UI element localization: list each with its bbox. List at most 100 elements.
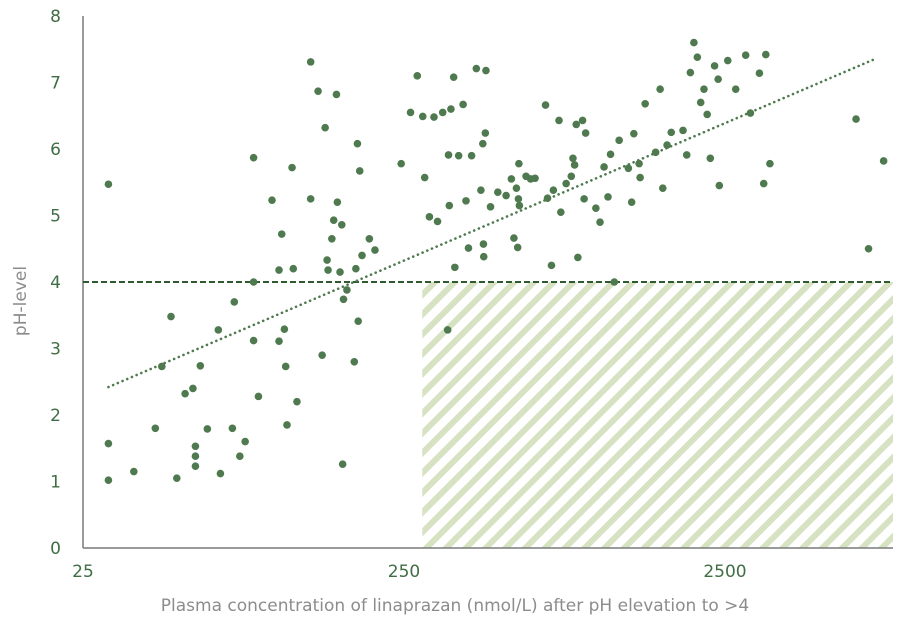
data-point [228,424,237,433]
data-point [181,389,189,398]
data-point [703,110,711,119]
data-point [454,151,463,160]
data-point [306,195,315,203]
data-point [479,240,488,248]
data-point [173,474,181,482]
data-point [283,421,291,429]
data-point [578,116,587,125]
tick-labels-layer: 0 1 2 3 4 5 6 7 8 25 250 2500 [50,7,746,582]
data-point [706,154,715,163]
data-point [406,108,415,117]
data-point [479,252,488,261]
data-point [318,351,326,359]
data-point [507,175,516,183]
data-point [158,362,166,371]
data-point [627,198,636,206]
data-point [479,139,487,148]
data-point [191,452,200,461]
points-layer [104,38,888,484]
data-point [714,75,722,83]
data-point [249,336,258,345]
data-point [658,184,667,193]
data-point [852,115,860,123]
data-point [610,278,619,286]
data-point [451,263,459,272]
data-point [467,151,476,160]
data-point [635,159,643,168]
data-point [547,261,556,270]
data-point [667,128,676,137]
data-point [189,384,197,393]
data-point [514,195,523,203]
data-point [569,154,577,163]
data-point [254,392,263,401]
data-point [280,325,289,334]
data-point [606,150,615,159]
data-point [864,244,873,253]
data-point [339,295,348,304]
data-point [332,90,341,99]
data-point [515,159,523,168]
data-point [324,266,332,274]
data-point [879,157,888,165]
data-point [510,234,518,242]
data-point [354,317,363,326]
data-point [343,286,351,294]
data-point [281,362,290,371]
data-point [755,69,764,77]
y-tick-label: 7 [50,74,61,94]
data-point [314,87,322,95]
data-point [570,161,579,169]
data-point [741,51,750,60]
data-point [268,196,276,205]
data-point [277,230,286,238]
data-point [323,256,331,264]
data-point [515,201,524,210]
data-point [581,129,590,137]
data-point [690,38,698,47]
data-point [723,56,732,65]
data-point [203,425,212,433]
data-point [615,136,623,145]
data-point [762,50,770,59]
data-point [562,179,570,188]
data-point [249,278,258,286]
data-point [418,112,427,121]
data-point [700,85,708,93]
data-point [371,246,379,254]
data-point [333,198,342,206]
data-point [481,129,490,137]
data-point [447,105,455,113]
data-point [656,85,664,93]
data-point [289,264,298,273]
data-point [482,66,490,75]
data-point [731,85,740,93]
data-point [549,186,558,195]
data-point [191,462,200,471]
data-point [306,58,315,66]
data-point [216,469,225,478]
data-point [459,100,467,109]
data-point [679,126,687,135]
data-point [230,298,239,306]
data-point [486,203,495,211]
y-tick-label: 5 [50,207,61,227]
data-point [151,424,160,433]
data-point [512,184,521,193]
data-point [543,194,552,203]
data-point [651,148,660,157]
data-point [352,264,360,273]
data-point [191,442,200,451]
data-point [746,109,755,117]
x-axis-title: Plasma concentration of linaprazan (nmol… [161,596,749,616]
data-point [130,467,138,476]
data-point [358,251,366,260]
data-point [596,218,604,226]
data-point [337,221,346,229]
data-point [710,62,719,70]
hatched-region [422,282,893,548]
x-tick-label: 25 [72,562,94,582]
y-tick-label: 0 [50,539,61,559]
data-point [462,197,470,205]
